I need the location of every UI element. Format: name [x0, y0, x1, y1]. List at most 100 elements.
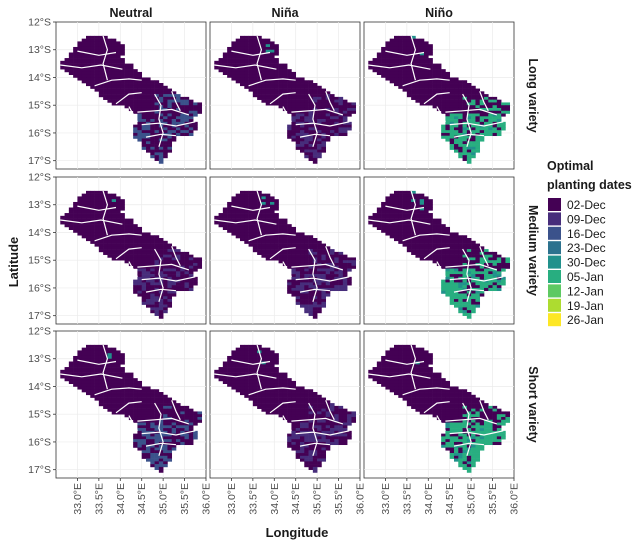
raster-cell: [419, 69, 425, 73]
raster-cell: [330, 102, 335, 106]
raster-cell: [193, 257, 198, 261]
raster-cell: [141, 411, 147, 415]
raster-cell: [116, 224, 121, 228]
raster-cell: [120, 408, 125, 412]
raster-cell: [304, 83, 309, 87]
raster-cell: [235, 204, 241, 208]
raster-cell: [488, 279, 493, 283]
raster-cell: [184, 113, 190, 117]
raster-cell: [111, 386, 117, 390]
raster-cell: [227, 221, 232, 225]
raster-cell: [270, 380, 275, 384]
raster-cell: [304, 116, 309, 120]
raster-cell: [475, 146, 481, 150]
raster-cell: [488, 268, 493, 272]
raster-cell: [278, 71, 284, 75]
raster-cell: [321, 130, 327, 134]
raster-cell: [73, 213, 78, 217]
district-boundary: [402, 78, 450, 87]
raster-cell: [248, 199, 254, 203]
raster-cell: [291, 416, 297, 421]
raster-cell: [167, 116, 173, 120]
raster-cell: [111, 88, 117, 92]
raster-cell: [334, 422, 339, 426]
raster-cell: [479, 290, 485, 294]
raster-cell: [270, 201, 275, 206]
raster-cell: [291, 135, 297, 139]
raster-cell: [424, 74, 429, 78]
raster-cell: [415, 254, 421, 258]
raster-cell: [321, 447, 327, 451]
raster-cell: [428, 246, 433, 250]
raster-cell: [128, 414, 134, 418]
raster-cell: [133, 229, 138, 233]
raster-cell: [261, 99, 267, 103]
raster-cell: [308, 416, 314, 421]
raster-cell: [94, 44, 100, 48]
raster-cell: [308, 400, 314, 404]
raster-cell: [120, 44, 125, 48]
raster-cell: [300, 238, 305, 242]
raster-cell: [287, 99, 292, 103]
raster-cell: [141, 293, 147, 297]
raster-cell: [240, 190, 245, 194]
raster-cell: [308, 141, 314, 145]
raster-cell: [235, 38, 241, 42]
raster-cell: [291, 405, 297, 409]
raster-cell: [265, 364, 271, 368]
raster-cell: [265, 94, 271, 98]
raster-cell: [466, 155, 472, 159]
raster-cell: [150, 152, 155, 156]
raster-cell: [492, 124, 498, 128]
raster-cell: [107, 355, 113, 360]
raster-cell: [133, 397, 138, 401]
raster-cell: [471, 94, 476, 98]
raster-cell: [304, 107, 309, 112]
raster-cell: [308, 146, 314, 150]
raster-cell: [171, 287, 177, 292]
raster-cell: [184, 132, 190, 137]
raster-cell: [231, 71, 237, 75]
raster-cell: [330, 287, 335, 292]
raster-cell: [291, 386, 297, 390]
raster-cell: [441, 282, 446, 286]
raster-cell: [278, 88, 284, 92]
raster-cell: [133, 251, 138, 255]
raster-cell: [441, 107, 446, 112]
district-boundary: [325, 91, 335, 112]
raster-cell: [257, 49, 262, 53]
raster-cell: [133, 69, 138, 73]
raster-cell: [257, 66, 262, 70]
raster-cell: [81, 367, 87, 371]
raster-cell: [171, 130, 177, 134]
raster-cell: [278, 383, 284, 387]
raster-cell: [120, 355, 125, 360]
raster-cell: [150, 439, 155, 443]
raster-cell: [163, 113, 168, 117]
raster-cell: [441, 229, 446, 233]
raster-cell: [321, 397, 327, 401]
raster-cell: [90, 49, 95, 53]
raster-cell: [137, 285, 143, 289]
raster-cell: [244, 77, 249, 81]
raster-cell: [261, 367, 267, 371]
raster-cell: [317, 130, 322, 134]
raster-cell: [257, 251, 262, 255]
raster-cell: [475, 91, 481, 95]
raster-cell: [244, 369, 249, 373]
raster-cell: [389, 55, 395, 59]
raster-cell: [120, 201, 125, 206]
raster-cell: [116, 369, 121, 373]
raster-cell: [150, 299, 155, 303]
raster-cell: [252, 235, 258, 239]
raster-cell: [68, 207, 74, 211]
raster-cell: [441, 124, 446, 128]
raster-cell: [137, 441, 143, 446]
raster-cell: [317, 310, 322, 314]
raster-cell: [432, 69, 438, 73]
raster-cell: [116, 350, 121, 354]
raster-cell: [154, 392, 160, 396]
raster-cell: [167, 88, 173, 92]
raster-cell: [454, 265, 459, 269]
raster-cell: [94, 355, 100, 360]
